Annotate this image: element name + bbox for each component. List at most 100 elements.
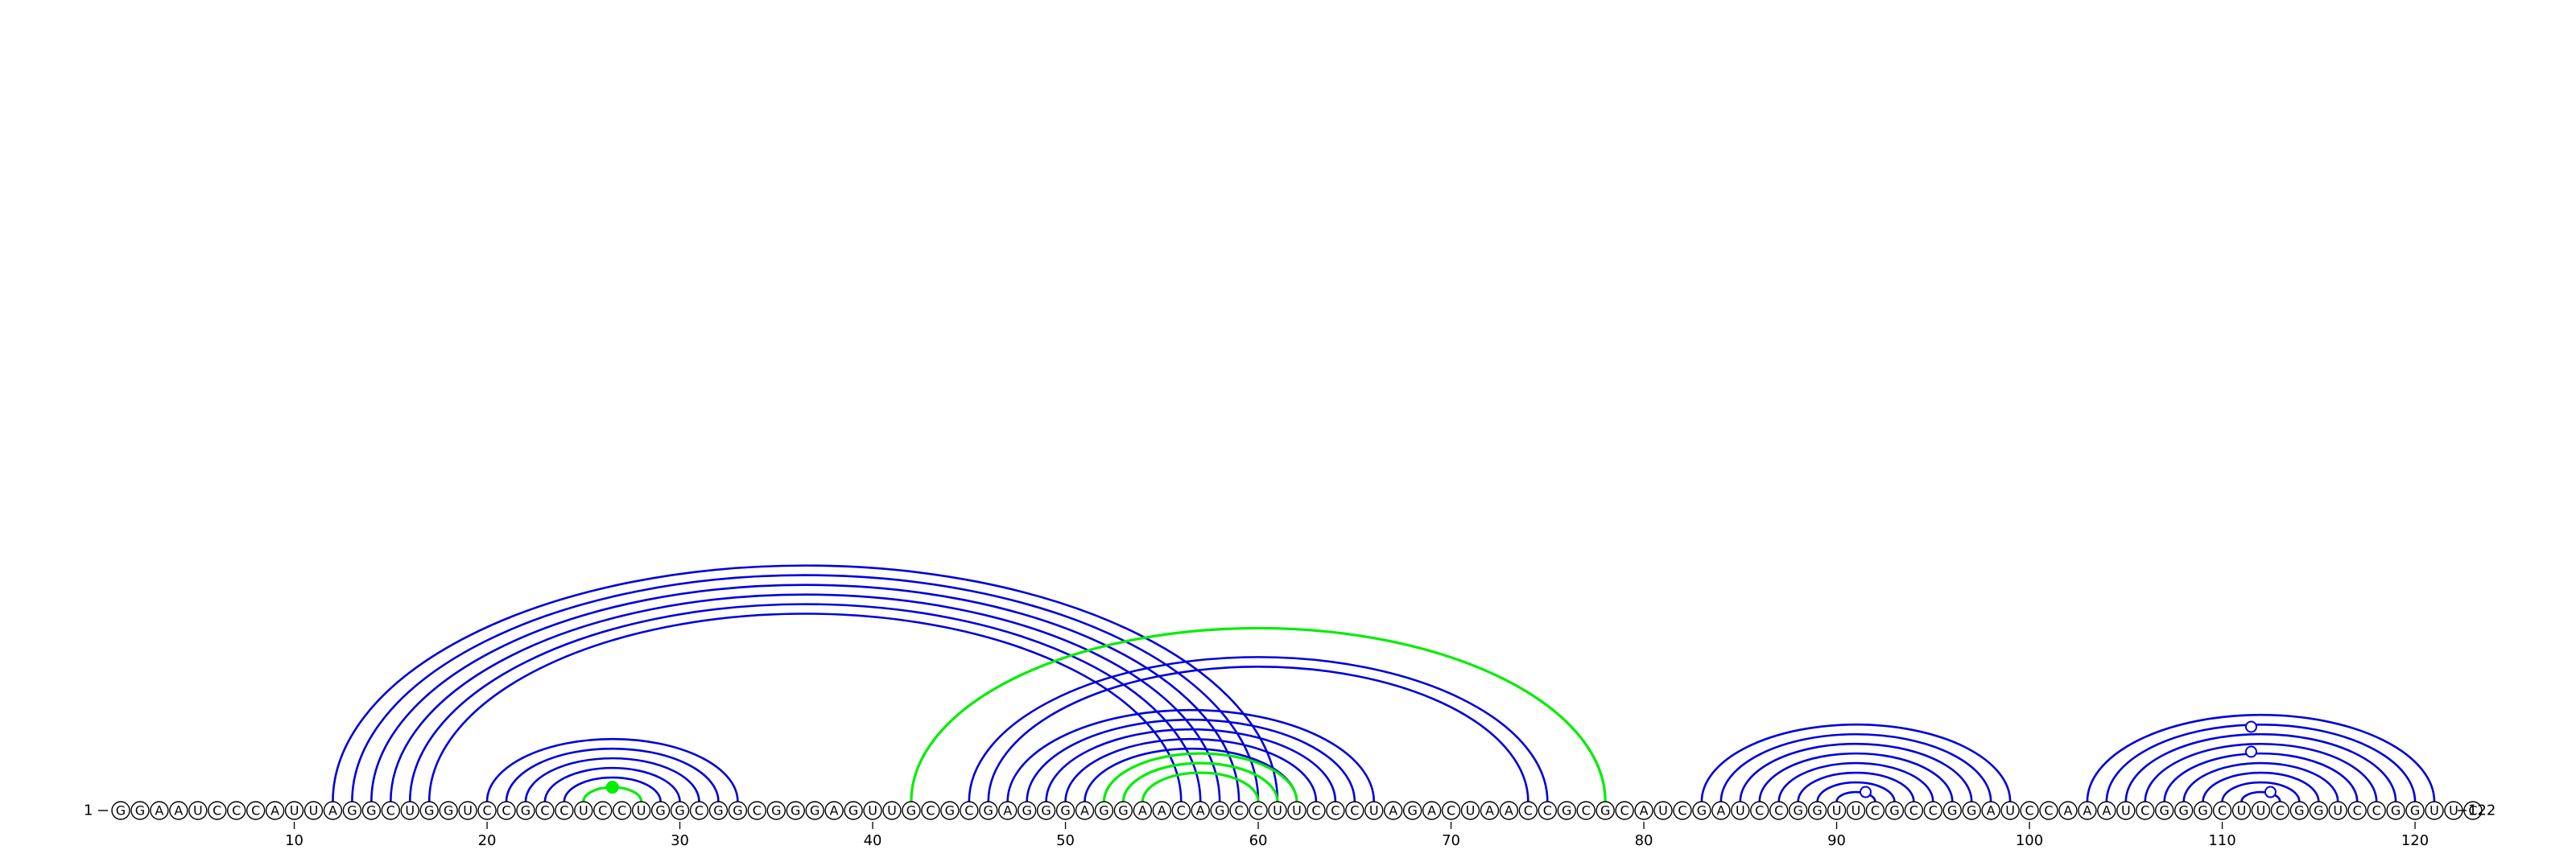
nucleotide-letter: G [2314, 803, 2323, 819]
base-pair-arc-17-56 [427, 613, 1183, 802]
nucleotide-43: C [921, 801, 940, 820]
nucleotide-60: C [1249, 801, 1268, 820]
nucleotide-circle [1402, 801, 1422, 820]
nucleotide-2: G [130, 801, 150, 820]
nucleotide-circle [246, 801, 266, 820]
nucleotide-letter: G [2159, 803, 2169, 819]
nucleotide-97: G [1962, 801, 1981, 820]
nucleotide-96: G [1942, 801, 1962, 820]
nucleotide-letter: C [2140, 803, 2149, 819]
nucleotide-11: U [303, 801, 324, 820]
nucleotide-100: C [2020, 801, 2039, 820]
nucleotide-letter: A [1080, 803, 1089, 819]
nucleotide-letter: C [1774, 803, 1783, 819]
nucleotide-76: G [1557, 801, 1576, 820]
nucleotide-letter: G [1060, 803, 1070, 819]
base-pair-arc-108-116 [2182, 761, 2339, 802]
nucleotide-41: U [882, 801, 902, 820]
nucleotide-letter: A [174, 803, 183, 819]
nucleotide-39: G [844, 801, 863, 820]
nucleotide-78: G [1596, 801, 1615, 820]
loop-marker-112 [2264, 786, 2277, 798]
nucleotide-letter: C [2025, 803, 2033, 819]
nucleotide-letter: G [713, 803, 723, 819]
nucleotide-42: G [902, 801, 921, 820]
hairpin-loop-markers [605, 720, 2277, 798]
helix-hairpin-helix-1 [485, 737, 739, 802]
base-pair-arc-104-120 [2105, 723, 2417, 802]
nucleotide-90: U [1827, 801, 1847, 820]
position-axis: 10 20 30 40 50 60 70 80 90 100 110 120 [285, 822, 2429, 849]
base-pair-arc-83-99 [1700, 723, 2012, 802]
nucleotide-circle [1923, 801, 1943, 820]
nucleotide-circle [1557, 801, 1576, 820]
nucleotide-44: G [940, 801, 960, 820]
nucleotide-letter: G [135, 803, 145, 819]
nucleotide-letter: C [540, 803, 549, 819]
nucleotide-letter: C [1678, 803, 1686, 819]
nucleotide-letter: C [1755, 803, 1764, 819]
nucleotide-circle [2154, 801, 2174, 820]
nucleotide-circle [979, 801, 998, 820]
tick-label-120: 120 [2401, 832, 2429, 849]
nucleotide-circle [150, 801, 169, 820]
base-pair-arc-107-117 [2163, 752, 2359, 802]
nucleotide-34: C [747, 801, 767, 820]
nucleotide-87: C [1769, 801, 1789, 820]
nucleotide-letter: C [2218, 803, 2227, 819]
base-pair-arc-53-61 [1121, 761, 1279, 802]
nucleotide-54: A [1133, 801, 1153, 820]
nucleotide-circle [1827, 801, 1847, 820]
nucleotide-29: G [650, 801, 671, 820]
nucleotide-circle [458, 801, 477, 820]
nucleotide-circle [1615, 801, 1634, 820]
nucleotide-letter: U [1273, 803, 1282, 819]
nucleotide-letter: C [1871, 803, 1880, 819]
tick-label-10: 10 [285, 832, 303, 849]
nucleotide-circle [535, 801, 555, 820]
nucleotide-114: G [2289, 801, 2310, 820]
nucleotide-letter: G [810, 803, 819, 819]
nucleotide-26: C [593, 801, 613, 820]
nucleotide-16: U [400, 801, 419, 820]
nucleotide-circle [650, 801, 671, 820]
nucleotide-35: G [766, 801, 786, 820]
nucleotide-circle [2328, 801, 2347, 820]
base-pair-arc-105-119 [2124, 732, 2397, 802]
nucleotide-121: U [2425, 801, 2444, 820]
nucleotide-circle [2020, 801, 2039, 820]
nucleotide-letter: U [463, 803, 473, 819]
nucleotide-circle [188, 801, 208, 820]
nucleotide-letter: C [2276, 803, 2285, 819]
helix-hairpin-helix-4 [2086, 713, 2436, 802]
nucleotide-circle [1460, 801, 1480, 820]
nucleotide-49: G [1036, 801, 1056, 820]
nucleotide-67: A [1383, 801, 1403, 820]
nucleotide-letter: G [2178, 803, 2188, 819]
nucleotide-circle [2174, 801, 2194, 820]
nucleotide-37: G [805, 801, 824, 820]
nucleotide-5: U [188, 801, 208, 820]
nucleotide-circle [1885, 801, 1905, 820]
nucleotide-letter: U [1292, 803, 1302, 819]
nucleotide-72: A [1480, 801, 1500, 820]
nucleotide-102: A [2058, 801, 2078, 820]
nucleotide-92: C [1865, 801, 1885, 820]
nucleotide-letter: G [1118, 803, 1128, 819]
nucleotide-letter: G [521, 803, 530, 819]
sequence-ends: 1 122 [84, 802, 2496, 819]
nucleotide-circle [1942, 801, 1962, 820]
nucleotide-75: C [1538, 801, 1558, 820]
nucleotide-circle [111, 801, 130, 820]
nucleotide-circle [2212, 801, 2232, 820]
nucleotide-letter: C [2372, 803, 2381, 819]
base-pair-arc-23-30 [543, 766, 681, 802]
nucleotide-letter: G [906, 803, 916, 819]
base-pair-arc-110-114 [2221, 781, 2301, 802]
nucleotide-letter: C [2468, 803, 2477, 819]
nucleotide-47: A [997, 801, 1018, 820]
nucleotide-circle [1865, 801, 1885, 820]
nucleotide-20: C [477, 801, 497, 820]
start-position-label: 1 [84, 802, 93, 819]
nucleotide-120: G [2405, 801, 2425, 820]
